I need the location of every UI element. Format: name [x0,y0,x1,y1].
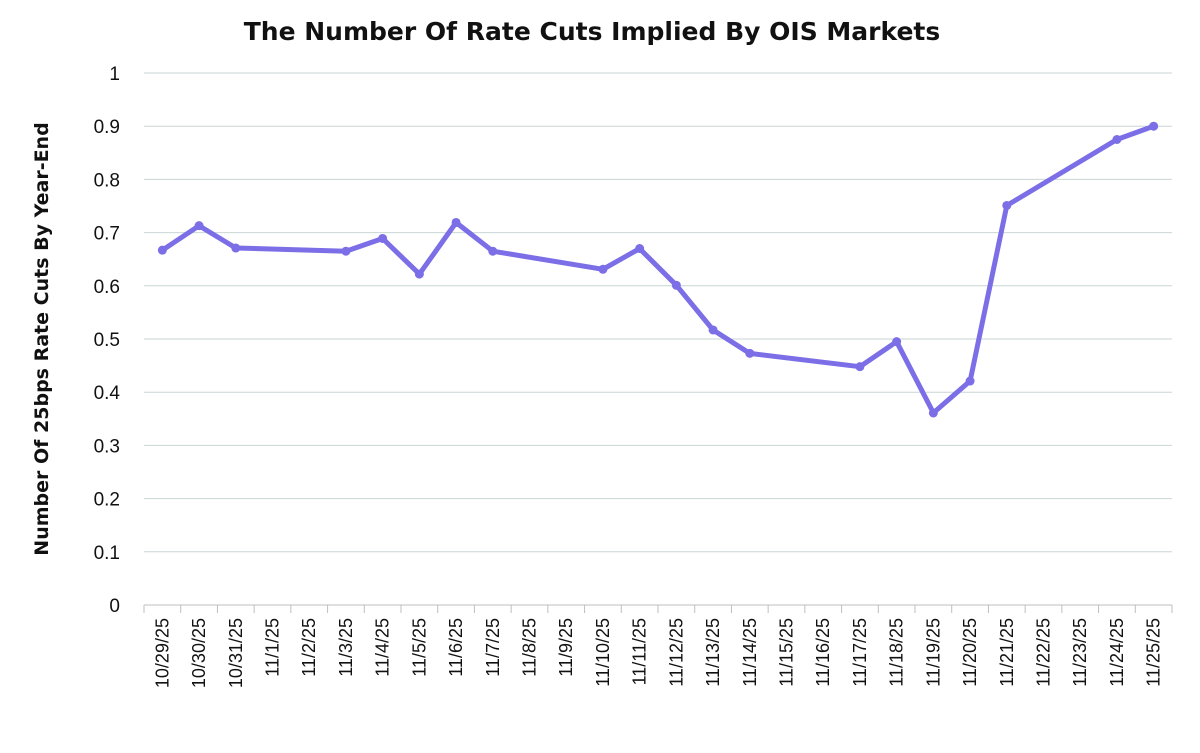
x-tick-label: 11/23/25 [1070,618,1090,687]
y-tick-label: 0.9 [94,117,120,138]
y-tick-label: 0.4 [94,383,121,404]
x-tick-labels: 10/29/25 10/30/25 10/31/25 11/1/25 11/2/25 11… [152,618,1163,688]
data-point [745,348,755,358]
x-tick-label: 11/2/25 [299,618,319,677]
data-point [671,280,681,290]
x-tick-label: 11/8/25 [520,618,540,677]
y-tick-label: 0.8 [94,170,120,191]
y-tick-label: 0.5 [94,330,120,351]
data-point [635,244,645,254]
y-tick-label: 0.2 [94,490,120,511]
x-tick-label: 11/4/25 [373,618,393,677]
x-tick-label: 11/9/25 [556,618,576,677]
data-point [488,246,498,256]
data-point [855,362,865,372]
data-point [928,408,938,418]
x-tick-label: 11/14/25 [740,618,760,687]
x-tick-label: 11/1/25 [263,618,283,677]
data-point [1112,135,1122,144]
x-tick-label: 11/13/25 [703,618,723,687]
data-point [378,233,388,243]
x-tick-label: 11/5/25 [409,618,429,677]
x-tick-label: 10/30/25 [189,618,209,688]
x-tick-label: 11/17/25 [850,618,870,687]
data-point [892,337,902,347]
x-axis [143,604,1173,613]
y-tick-label: 0.1 [94,543,120,564]
x-tick-label: 11/7/25 [483,618,503,677]
x-tick-label: 11/16/25 [813,618,833,687]
y-tick-label: 1 [109,64,120,85]
y-tick-label: 0.3 [94,436,120,457]
data-point [194,221,204,231]
x-tick-label: 11/12/25 [666,618,686,687]
data-point [414,269,424,279]
series-layer [157,121,1159,418]
x-tick-label: 11/22/25 [1034,618,1054,687]
y-tick-label: 0.7 [94,224,120,245]
data-point [708,325,718,335]
y-tick-label: 0 [109,596,120,617]
x-tick-label: 11/21/25 [997,618,1017,687]
data-point [965,376,975,386]
data-point [341,246,351,256]
x-tick-label: 10/31/25 [226,618,246,688]
y-tick-labels: 0 0.1 0.2 0.3 0.4 0.5 0.6 0.7 0.8 0.9 1 [94,64,121,617]
x-tick-label: 11/3/25 [336,618,356,677]
x-tick-label: 11/6/25 [446,618,466,677]
y-tick-label: 0.6 [94,277,120,298]
x-tick-label: 11/20/25 [960,618,980,687]
x-tick-label: 11/11/25 [630,618,650,685]
series-line-0 [159,123,1157,416]
x-tick-label: 11/10/25 [593,618,613,687]
x-tick-label: 11/24/25 [1107,618,1127,687]
chart-title: The Number Of Rate Cuts Implied By OIS M… [244,17,940,46]
x-tick-label: 11/15/25 [777,618,797,687]
grid-lines [144,72,1172,553]
data-point [231,243,241,253]
x-tick-label: 11/18/25 [887,618,907,687]
x-tick-label: 11/25/25 [1144,618,1164,687]
x-tick-label: 11/19/25 [923,618,943,687]
y-axis-label: Number Of 25bps Rate Cuts By Year-End [31,122,53,555]
data-point [1149,121,1159,131]
data-point [598,264,608,274]
x-tick-label: 10/29/25 [152,618,172,688]
data-point [451,217,461,227]
data-point [157,245,167,255]
data-point [1002,200,1012,210]
